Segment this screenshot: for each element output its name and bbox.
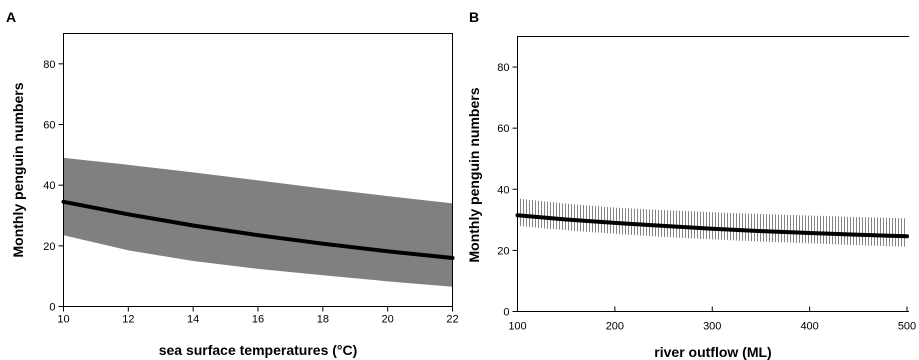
panel-b-x-tick-label: 500 <box>898 321 916 333</box>
panel-b-letter: B <box>469 9 479 25</box>
panel-a-letter: A <box>6 9 16 25</box>
panel-b-y-tick-label: 40 <box>497 184 509 196</box>
panel-b-fit-line-layer <box>515 213 909 239</box>
panel-b-x-tick-label: 100 <box>508 321 526 333</box>
panel-a-y-tick-label: 20 <box>43 241 55 253</box>
panel-b-y-tick-label: 0 <box>503 307 509 319</box>
panel-b: B 0 20 40 60 80 100 200 300 400 500 river outflow… <box>466 9 916 360</box>
panel-b-y-tick-label: 60 <box>497 123 509 135</box>
panel-a-y-tick-label: 40 <box>43 180 55 192</box>
panel-a-fit-line-layer <box>61 199 455 260</box>
panel-b-x-axis-title: river outflow (ML) <box>654 344 771 360</box>
panel-a-y-tick-label: 80 <box>43 59 55 71</box>
panel-a-x-axis-title: sea surface temperatures (°C) <box>159 342 358 358</box>
panel-a-x-tick-label: 18 <box>317 314 329 326</box>
panel-a-x-tick-label: 10 <box>57 314 69 326</box>
panel-a-y-tick-label: 60 <box>43 120 55 132</box>
panel-a-x-tick-label: 12 <box>122 314 134 326</box>
panel-a-ticks: 0 20 40 60 80 10 12 14 16 18 20 22 <box>43 59 458 326</box>
panel-a-fit-line <box>61 199 455 260</box>
panel-a-x-tick-label: 16 <box>252 314 264 326</box>
panel-b-axes <box>517 36 909 312</box>
panel-b-ticks: 0 20 40 60 80 100 200 300 400 500 <box>497 62 916 332</box>
panel-b-x-tick-label: 200 <box>606 321 624 333</box>
panel-b-confidence-band <box>517 198 905 247</box>
panel-b-fit-line <box>515 213 909 239</box>
panel-b-x-tick-label: 300 <box>703 321 721 333</box>
panel-a: A 0 20 40 60 80 10 12 14 16 18 20 22 sea surface te… <box>6 9 459 358</box>
panel-a-y-axis-title: Monthly penguin numbers <box>10 82 26 257</box>
panel-a-x-tick-label: 14 <box>187 314 199 326</box>
panel-a-x-tick-label: 22 <box>446 314 458 326</box>
panel-b-y-tick-label: 20 <box>497 245 509 257</box>
panel-a-x-tick-label: 20 <box>382 314 394 326</box>
panel-b-y-tick-label: 80 <box>497 62 509 74</box>
panel-a-band-area <box>63 157 453 287</box>
panel-b-y-axis-title: Monthly penguin numbers <box>466 87 482 262</box>
panel-a-y-tick-label: 0 <box>49 302 55 314</box>
panel-a-confidence-band <box>63 157 453 287</box>
panel-b-x-tick-label: 400 <box>800 321 818 333</box>
